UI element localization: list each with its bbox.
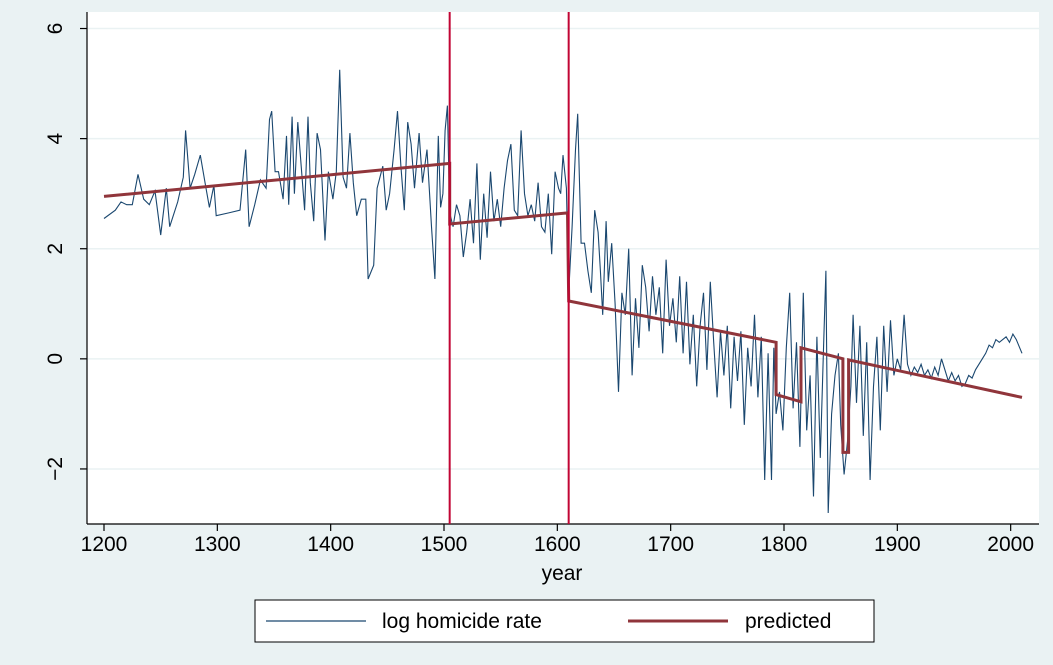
y-tick-label: 6 [44,23,67,35]
series-layer [103,69,1023,514]
legend: log homicide rate predicted [254,599,875,643]
x-tick-label: 1600 [534,533,581,556]
y-tick-label: −2 [44,457,67,481]
x-tick-label: 1400 [307,533,354,556]
legend-label-predicted: predicted [745,610,831,633]
vertical-markers [448,12,570,524]
x-tick-label: 1700 [647,533,694,556]
y-tick-label: 4 [44,132,67,144]
x-tick-label: 1500 [421,533,468,556]
x-tick-label: 1300 [194,533,241,556]
legend-label-observed: log homicide rate [382,610,542,633]
x-tick-label: 1900 [874,533,921,556]
x-axis-title: year [542,562,583,585]
grid-lines [87,27,1039,470]
plot-area [87,12,1039,524]
axes: 1200 1300 1400 1500 1600 1700 1800 1900 2000 −2 0 2… [44,12,1039,556]
series-line-predicted [103,161,1023,454]
x-tick-label: 1800 [761,533,808,556]
x-tick-label: 2000 [987,533,1034,556]
x-tick-label: 1200 [81,533,128,556]
y-tick-label: 2 [44,243,67,255]
series-line-log-homicide-rate [103,69,1023,514]
y-tick-label: 0 [44,353,67,365]
